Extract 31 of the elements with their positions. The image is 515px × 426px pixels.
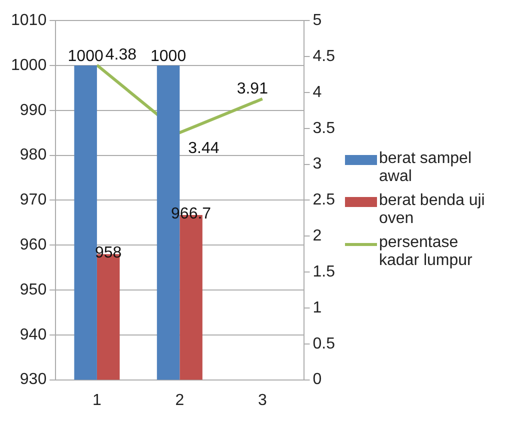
data-label: 1000 bbox=[68, 48, 104, 65]
y2-tick-label: 2.5 bbox=[312, 192, 336, 209]
data-label: 4.38 bbox=[105, 46, 137, 64]
y2-tick-label: 3 bbox=[312, 156, 322, 173]
y2-tick-label: 4.5 bbox=[312, 48, 336, 65]
y-tick-label: 960 bbox=[20, 236, 47, 254]
x-tick-label: 1 bbox=[92, 392, 102, 409]
y-tick-label: 950 bbox=[20, 281, 47, 298]
y-tick-label: 940 bbox=[20, 326, 47, 344]
y-tick-label: 1010 bbox=[11, 12, 47, 30]
y-tick-label: 980 bbox=[20, 146, 47, 164]
data-label: 3.44 bbox=[188, 140, 220, 158]
y2-tick-label: 0.5 bbox=[312, 335, 336, 352]
y-tick-label: 990 bbox=[20, 102, 47, 119]
legend-label: persentase kadar lumpur bbox=[379, 234, 474, 270]
y2-tick-label: 0 bbox=[312, 371, 322, 388]
y2-tick-label: 3.5 bbox=[312, 120, 336, 137]
x-tick-label: 3 bbox=[258, 392, 267, 409]
y2-tick-label: 1 bbox=[312, 299, 322, 316]
data-label: 1000 bbox=[150, 48, 186, 65]
y2-tick-label: 5 bbox=[312, 12, 322, 30]
y2-tick-label: 1.5 bbox=[312, 263, 336, 280]
y2-tick-label: 4 bbox=[312, 84, 322, 101]
legend-label: berat benda uji oven bbox=[379, 192, 485, 228]
data-label: 3.91 bbox=[236, 80, 268, 98]
legend-label: berat sampel awal bbox=[379, 150, 472, 186]
y2-tick-label: 2 bbox=[312, 228, 322, 245]
x-tick-label: 2 bbox=[175, 392, 184, 409]
y-tick-label: 930 bbox=[20, 371, 47, 388]
y-tick-label: 970 bbox=[20, 192, 47, 209]
y-tick-label: 1000 bbox=[11, 56, 47, 74]
